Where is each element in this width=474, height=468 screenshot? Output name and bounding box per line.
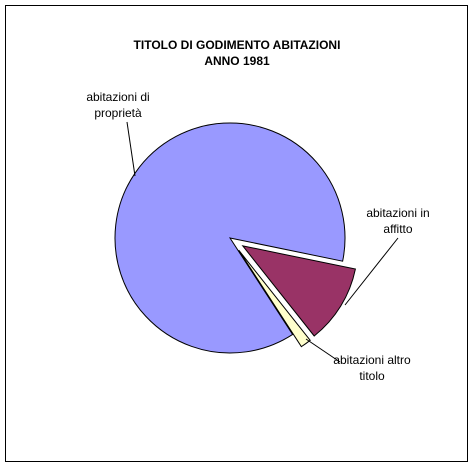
pie-slice bbox=[238, 249, 311, 348]
slice-label: abitazioni in affitto bbox=[366, 206, 430, 236]
pie-slice bbox=[114, 122, 346, 354]
chart-subtitle: ANNO 1981 bbox=[204, 54, 270, 68]
pie-slice bbox=[241, 245, 356, 337]
leader-line bbox=[305, 338, 341, 363]
slice-label: abitazioni altro titolo bbox=[333, 353, 411, 383]
leader-line bbox=[344, 237, 399, 306]
leader-line bbox=[126, 121, 136, 177]
slice-label: abitazioni di proprietà bbox=[86, 90, 150, 120]
chart-title: TITOLO DI GODIMENTO ABITAZIONI bbox=[133, 38, 341, 52]
